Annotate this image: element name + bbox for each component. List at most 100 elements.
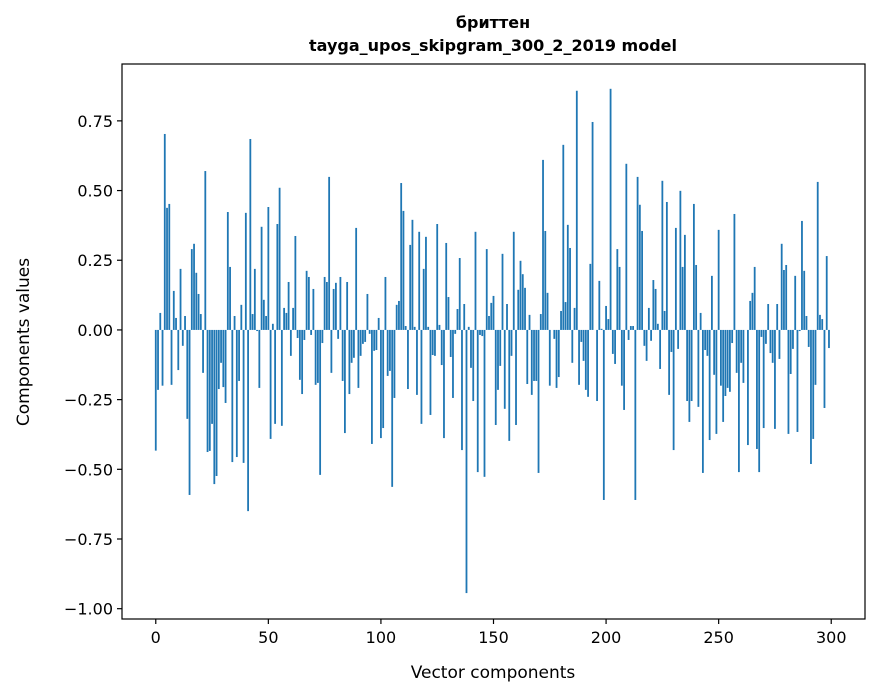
bar-107 [396,305,398,330]
bar-29 [220,330,222,363]
bar-62 [294,236,296,330]
bar-295 [819,315,821,330]
bar-212 [632,326,634,330]
bar-21 [202,330,204,373]
bar-231 [675,228,677,330]
bar-126 [439,325,441,330]
x-tick-label: 0 [151,628,161,647]
bar-173 [544,231,546,330]
bar-142 [475,232,477,330]
bar-72 [317,330,319,383]
bar-31 [225,330,227,403]
bar-146 [484,330,486,477]
bar-153 [499,330,501,366]
bar-77 [328,177,330,330]
bar-193 [589,264,591,330]
bar-75 [324,277,326,330]
bar-98 [376,330,378,350]
bar-87 [351,330,353,363]
bar-54 [276,224,278,330]
bar-207 [621,330,623,386]
bar-273 [770,330,772,353]
bar-115 [414,327,416,330]
bar-99 [378,318,380,330]
bar-259 [738,330,740,472]
bar-279 [783,270,785,330]
bar-206 [619,267,621,330]
bar-49 [265,316,267,330]
bar-232 [677,330,679,349]
bar-241 [697,330,699,407]
bar-53 [274,330,276,424]
x-tick-label: 50 [258,628,278,647]
bar-20 [200,314,202,330]
y-tick-label: −0.50 [64,460,113,479]
bar-88 [353,330,355,358]
bar-137 [463,304,465,330]
bar-109 [400,183,402,330]
bar-210 [628,330,630,340]
bar-112 [407,330,409,389]
bar-270 [763,330,765,428]
bar-298 [826,256,828,330]
bar-276 [776,304,778,330]
bar-106 [394,330,396,398]
bar-236 [686,330,688,401]
bar-237 [688,330,690,422]
bar-278 [781,244,783,330]
bar-199 [603,330,605,500]
bar-286 [799,330,801,331]
bar-143 [477,330,479,472]
bar-28 [218,330,220,389]
bar-104 [389,330,391,371]
x-tick-label: 250 [703,628,734,647]
bar-264 [749,301,751,330]
bar-172 [542,160,544,330]
bar-175 [549,330,551,386]
bar-39 [243,330,245,463]
bar-0 [155,330,157,451]
bar-125 [436,224,438,330]
bar-227 [666,202,668,330]
bar-291 [810,330,812,464]
bar-191 [585,330,587,390]
y-tick-label: 0.00 [77,321,113,340]
bar-287 [801,221,803,330]
bar-170 [538,330,540,473]
bar-168 [533,330,535,381]
bar-91 [360,330,362,356]
bar-122 [430,330,432,415]
bar-296 [821,319,823,330]
bar-211 [630,326,632,330]
y-tick-label: 0.25 [77,251,113,270]
bar-203 [612,330,614,354]
y-axis-label: Components values [14,258,34,426]
bar-171 [540,314,542,330]
bar-218 [646,330,648,361]
bar-292 [812,330,814,439]
bar-90 [358,330,360,388]
bar-103 [387,330,389,376]
bar-293 [815,330,817,385]
bar-187 [576,91,578,330]
bar-155 [504,330,506,409]
bar-198 [601,329,603,330]
bar-183 [567,225,569,330]
bar-10 [177,330,179,370]
bar-272 [767,304,769,330]
bar-94 [367,294,369,330]
bar-58 [285,313,287,330]
bar-226 [664,311,666,330]
bar-34 [231,330,233,462]
bar-110 [403,211,405,330]
bar-140 [470,330,472,368]
bar-48 [263,300,265,330]
bar-44 [254,269,256,330]
bar-233 [679,191,681,330]
bar-219 [648,308,650,330]
plot-frame [122,64,865,619]
bar-51 [270,330,272,439]
bar-190 [583,330,585,361]
bar-33 [229,267,231,330]
